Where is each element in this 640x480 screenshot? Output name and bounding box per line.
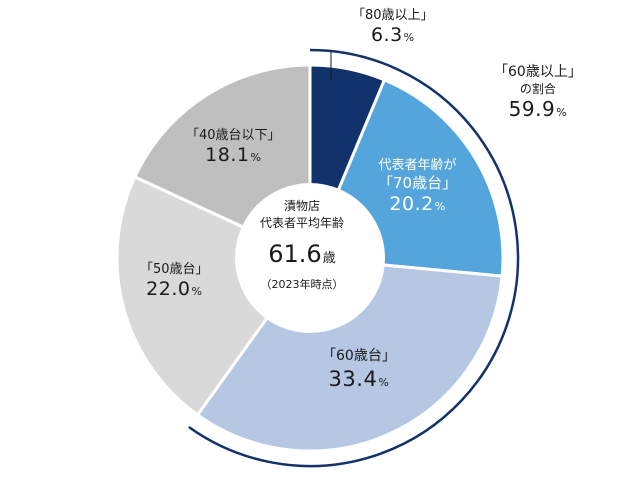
slice-60s xyxy=(195,256,504,453)
donut-hole xyxy=(235,183,385,333)
label-70s-category: 「70歳台」 xyxy=(378,174,458,193)
center-summary: 漬物店 代表者平均年齢 61.6歳 （2023年時点） xyxy=(222,198,382,292)
label-70s-prefix: 代表者年齢が xyxy=(378,158,457,173)
over-60-share-subtitle: の割合 xyxy=(519,81,556,96)
center-line2: 代表者平均年齢 xyxy=(259,215,344,230)
label-50s-category: 「50歳台」 xyxy=(140,262,209,277)
center-note: （2023年時点） xyxy=(260,277,344,291)
label-60s-value: 33.4 xyxy=(328,366,378,391)
average-age-unit: 歳 xyxy=(322,250,336,266)
over-60-share-value: 59.9 xyxy=(508,96,556,121)
over-60-share-title: 「60歳以上」 xyxy=(494,64,582,80)
label-50s-value: 22.0 xyxy=(146,278,191,301)
over-60-share-label: 「60歳以上」 の割合 59.9% xyxy=(494,64,582,121)
label-70s: 代表者年齢が 「70歳台」 20.2% xyxy=(378,158,458,215)
label-60s: 「60歳台」 33.4% xyxy=(322,348,396,391)
label-40s-under-category: 「40歳台以下」 xyxy=(186,128,281,143)
average-age-value: 61.6 xyxy=(268,239,322,268)
over-60-bracket-arc xyxy=(188,48,520,468)
label-40s-under-value: 18.1 xyxy=(205,144,250,167)
label-80-plus: 「80歳以上」 6.3% xyxy=(352,8,434,47)
label-80-plus-value: 6.3 xyxy=(370,24,403,47)
center-line1: 漬物店 xyxy=(283,199,320,213)
label-40s-under: 「40歳台以下」 18.1% xyxy=(186,128,281,167)
label-50s: 「50歳台」 22.0% xyxy=(140,262,209,301)
label-80-plus-category: 「80歳以上」 xyxy=(352,8,434,23)
label-60s-category: 「60歳台」 xyxy=(322,348,396,364)
label-70s-value: 20.2 xyxy=(389,193,434,215)
